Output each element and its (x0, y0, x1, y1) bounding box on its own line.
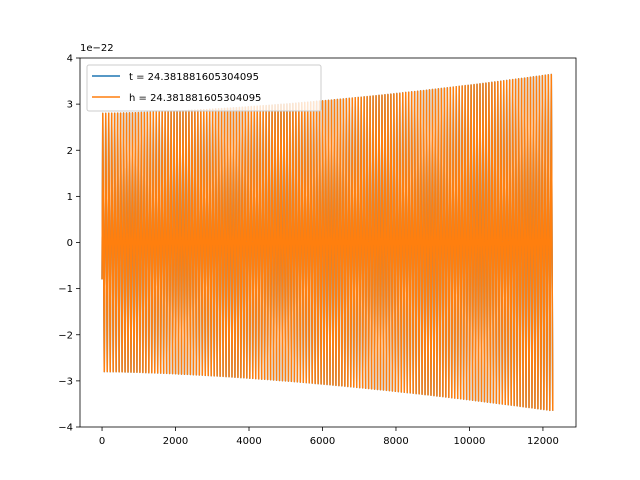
plot-area (79, 57, 577, 428)
legend-box (86, 64, 322, 112)
series-line-2 (101, 73, 554, 412)
y-axis-ticks: −4 −3 −2 −1 0 1 2 3 4 (58, 54, 80, 434)
x-tick-label: 10000 (454, 436, 486, 447)
legend: t = 24.381881605304095 h = 24.3818816053… (86, 64, 322, 112)
x-tick-label: 8000 (383, 436, 408, 447)
x-tick-label: 12000 (527, 436, 559, 447)
legend-label-series-1: t = 24.381881605304095 (129, 72, 259, 83)
x-tick-label: 6000 (310, 436, 335, 447)
y-tick-label: −3 (58, 376, 73, 387)
x-tick-label: 0 (99, 436, 105, 447)
x-tick-label: 4000 (236, 436, 261, 447)
x-tick-label: 2000 (163, 436, 188, 447)
y-tick-label: −1 (58, 284, 73, 295)
y-tick-label: 1 (67, 192, 73, 203)
y-tick-label: 2 (67, 146, 73, 157)
y-tick-label: 0 (67, 238, 73, 249)
x-axis-ticks: 0 2000 4000 6000 8000 10000 12000 (99, 427, 559, 447)
y-tick-label: 4 (67, 54, 73, 65)
y-tick-label: 3 (67, 100, 73, 111)
y-offset-label: 1e−22 (80, 43, 114, 54)
y-tick-label: −2 (58, 330, 73, 341)
series-layer (101, 73, 554, 412)
y-tick-label: −4 (58, 423, 73, 434)
legend-label-series-2: h = 24.381881605304095 (129, 93, 261, 104)
